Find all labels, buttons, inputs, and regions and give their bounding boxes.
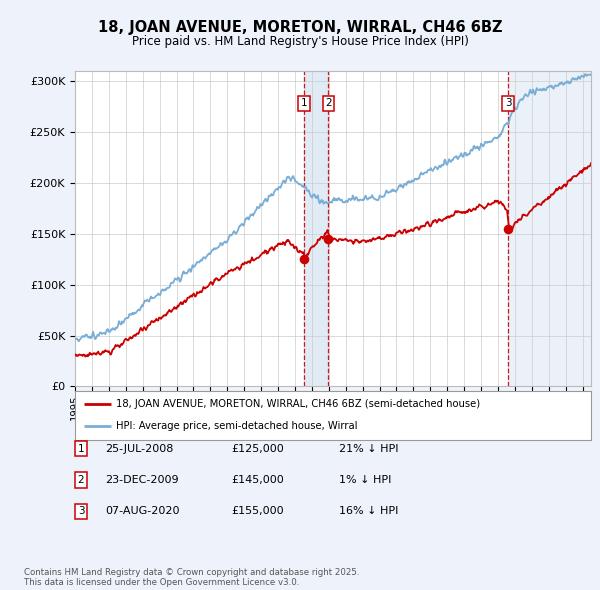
Text: 2: 2 [325,99,332,109]
Bar [304,71,328,386]
Point [299,254,309,264]
Text: Price paid vs. HM Land Registry's House Price Index (HPI): Price paid vs. HM Land Registry's House … [131,35,469,48]
Point [503,224,513,234]
Text: 23-DEC-2009: 23-DEC-2009 [105,475,179,485]
Text: 18, JOAN AVENUE, MORETON, WIRRAL, CH46 6BZ: 18, JOAN AVENUE, MORETON, WIRRAL, CH46 6… [98,20,502,35]
Text: 18, JOAN AVENUE, MORETON, WIRRAL, CH46 6BZ (semi-detached house): 18, JOAN AVENUE, MORETON, WIRRAL, CH46 6… [116,399,481,409]
Point [323,234,333,244]
Text: 2: 2 [77,475,85,485]
Text: 21% ↓ HPI: 21% ↓ HPI [339,444,398,454]
Text: £125,000: £125,000 [231,444,284,454]
Bar [508,71,591,386]
Text: £155,000: £155,000 [231,506,284,516]
Text: 1: 1 [301,99,308,109]
Text: 25-JUL-2008: 25-JUL-2008 [105,444,173,454]
Text: 3: 3 [505,99,511,109]
Text: HPI: Average price, semi-detached house, Wirral: HPI: Average price, semi-detached house,… [116,421,358,431]
Text: 3: 3 [77,506,85,516]
Text: 07-AUG-2020: 07-AUG-2020 [105,506,179,516]
Text: 1% ↓ HPI: 1% ↓ HPI [339,475,391,485]
Text: £145,000: £145,000 [231,475,284,485]
Text: 1: 1 [77,444,85,454]
Text: 16% ↓ HPI: 16% ↓ HPI [339,506,398,516]
Text: Contains HM Land Registry data © Crown copyright and database right 2025.
This d: Contains HM Land Registry data © Crown c… [24,568,359,587]
